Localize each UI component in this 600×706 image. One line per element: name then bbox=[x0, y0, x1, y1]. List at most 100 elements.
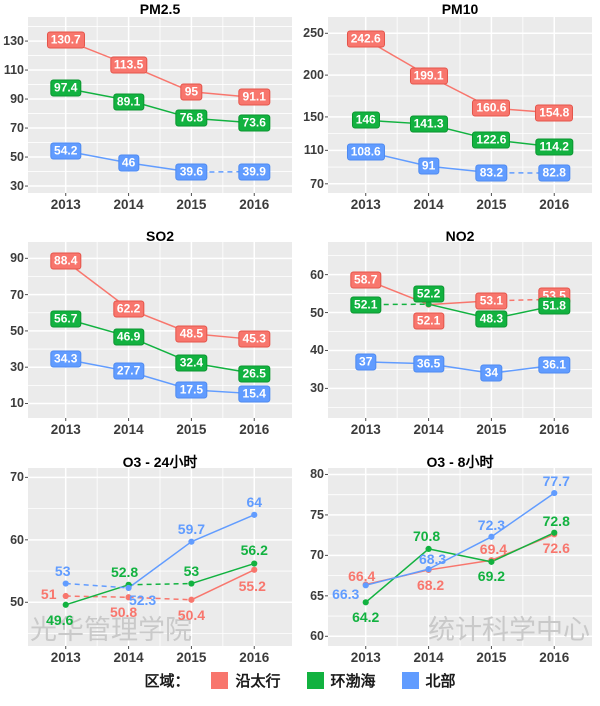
data-label-blue: 39.6 bbox=[175, 163, 208, 181]
data-point-blue bbox=[62, 580, 69, 587]
legend-swatch-green bbox=[306, 672, 324, 689]
series-segment-blue bbox=[191, 514, 255, 543]
data-point-green bbox=[62, 601, 69, 608]
x-tick-label: 2015 bbox=[176, 197, 207, 212]
y-tick-label: 110 bbox=[303, 143, 324, 158]
data-label-green: 49.6 bbox=[46, 611, 74, 628]
data-label-blue: 68.3 bbox=[418, 551, 447, 568]
data-point-red bbox=[188, 596, 195, 603]
data-point-blue bbox=[488, 533, 495, 540]
x-tick-label: 2016 bbox=[239, 422, 270, 437]
series-segment-green bbox=[428, 548, 492, 563]
data-label-red: 66.4 bbox=[348, 567, 376, 584]
x-tick-label: 2014 bbox=[113, 650, 144, 665]
watermark-text: 光华管理学院 bbox=[30, 615, 192, 645]
data-point-green bbox=[188, 580, 195, 587]
y-tick-label: 70 bbox=[10, 470, 24, 485]
data-label-green: 53 bbox=[183, 562, 200, 579]
legend-swatch-blue bbox=[401, 672, 419, 689]
data-label-blue: 82.8 bbox=[538, 164, 570, 182]
data-label-blue: 83.2 bbox=[475, 164, 508, 182]
data-label-blue: 52.3 bbox=[128, 591, 157, 608]
panel-title: SO2 bbox=[145, 228, 175, 244]
y-tick-label: 70 bbox=[10, 121, 24, 136]
data-label-red: 113.5 bbox=[109, 56, 148, 74]
y-tick-label: 50 bbox=[10, 323, 24, 338]
legend-item-label: 北部 bbox=[425, 673, 456, 690]
y-tick-label: 90 bbox=[10, 251, 24, 266]
x-tick-label: 2015 bbox=[476, 197, 507, 212]
y-tick-label: 60 bbox=[310, 629, 324, 644]
data-point-blue bbox=[551, 489, 558, 497]
series-segment-red bbox=[428, 559, 492, 571]
data-label-red: 160.6 bbox=[472, 99, 511, 117]
y-tick-label: 40 bbox=[310, 343, 324, 358]
data-point-blue bbox=[125, 584, 132, 592]
data-label-red: 55.2 bbox=[238, 577, 266, 594]
series-segment-red bbox=[65, 595, 129, 599]
data-point-green bbox=[251, 560, 258, 567]
panel-title: PM2.5 bbox=[139, 1, 181, 17]
x-tick-label: 2016 bbox=[539, 650, 570, 665]
data-label-blue: 66.3 bbox=[332, 586, 360, 603]
x-tick-label: 2014 bbox=[413, 197, 444, 212]
data-label-green: 141.3 bbox=[409, 115, 448, 133]
x-tick-label: 2014 bbox=[113, 197, 144, 212]
y-tick-label: 70 bbox=[310, 176, 324, 191]
data-label-red: 50.8 bbox=[109, 604, 138, 621]
series-segment-green bbox=[65, 584, 129, 606]
data-label-red: 69.4 bbox=[479, 541, 508, 558]
data-label-red: 72.6 bbox=[542, 540, 570, 557]
series-segment-green bbox=[365, 548, 430, 603]
x-tick-label: 2014 bbox=[413, 422, 444, 437]
data-label-blue: 59.7 bbox=[177, 520, 206, 537]
y-tick-label: 10 bbox=[10, 396, 24, 411]
data-label-blue: 108.6 bbox=[346, 143, 385, 161]
series-segment-blue bbox=[490, 492, 555, 538]
data-label-red: 53.1 bbox=[475, 292, 508, 310]
series-segment-blue bbox=[128, 541, 192, 589]
data-label-green: 64.2 bbox=[352, 609, 380, 626]
data-label-green: 46.9 bbox=[112, 328, 145, 346]
data-label-green: 122.6 bbox=[472, 131, 511, 149]
data-label-blue: 91 bbox=[417, 157, 440, 175]
data-label-green: 26.5 bbox=[238, 365, 270, 383]
data-label-green: 32.4 bbox=[175, 354, 208, 372]
data-label-red: 199.1 bbox=[409, 67, 448, 85]
data-label-red: 68.2 bbox=[416, 576, 445, 593]
data-point-red bbox=[125, 594, 132, 601]
data-point-blue bbox=[251, 511, 258, 518]
data-label-red: 48.5 bbox=[175, 325, 208, 343]
x-tick-label: 2013 bbox=[50, 422, 81, 437]
y-tick-label: 250 bbox=[303, 26, 324, 41]
data-label-green: 146 bbox=[351, 111, 380, 129]
data-point-blue bbox=[362, 582, 369, 589]
y-tick-label: 70 bbox=[10, 287, 24, 302]
legend-title: 区域： bbox=[144, 673, 190, 690]
y-tick-label: 65 bbox=[310, 588, 324, 603]
x-tick-label: 2016 bbox=[239, 650, 270, 665]
legend-items: 沿太行 环渤海 北部 bbox=[211, 670, 456, 691]
data-label-blue: 46 bbox=[117, 154, 140, 172]
data-label-green: 56.7 bbox=[50, 310, 82, 328]
legend-item: 北部 bbox=[401, 670, 456, 691]
data-point-green bbox=[551, 529, 558, 536]
legend: 区域： 沿太行 环渤海 北部 bbox=[0, 670, 600, 691]
series-segment-red bbox=[128, 596, 192, 601]
x-tick-label: 2013 bbox=[50, 650, 81, 665]
data-label-green: 69.2 bbox=[477, 567, 506, 584]
data-label-red: 91.1 bbox=[238, 88, 270, 106]
legend-item: 环渤海 bbox=[306, 670, 376, 691]
series-segment-green bbox=[128, 582, 192, 586]
x-tick-label: 2016 bbox=[239, 197, 270, 212]
data-label-red: 45.3 bbox=[238, 330, 270, 348]
data-label-red: 95 bbox=[180, 83, 203, 101]
y-tick-label: 90 bbox=[10, 92, 24, 107]
x-tick-label: 2013 bbox=[50, 197, 81, 212]
data-label-blue: 15.4 bbox=[238, 385, 270, 403]
data-label-red: 88.4 bbox=[50, 252, 82, 270]
data-label-blue: 27.7 bbox=[112, 362, 145, 380]
x-tick-label: 2015 bbox=[176, 422, 207, 437]
panel-title: PM10 bbox=[441, 1, 479, 17]
